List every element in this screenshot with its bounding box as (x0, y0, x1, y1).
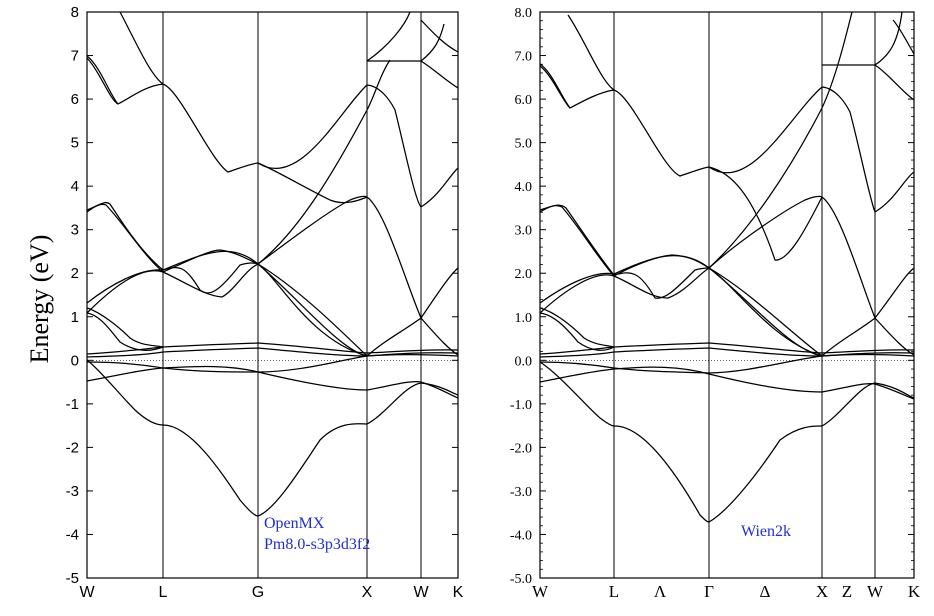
code-annotation: OpenMX (264, 515, 325, 532)
band-line (539, 204, 823, 357)
kpoint-label: W (79, 584, 95, 601)
y-tick-label: -4.0 (510, 528, 532, 543)
kpoint-label: Λ (654, 582, 667, 601)
band-line (86, 203, 259, 298)
y-tick-label: 5 (71, 135, 79, 152)
band-line (539, 65, 915, 213)
kpoint-label: X (362, 584, 373, 601)
plot-frame (86, 11, 459, 579)
band-line (86, 347, 459, 358)
kpoint-label: Z (842, 582, 852, 601)
y-tick-label: 2 (71, 265, 79, 282)
band-line (874, 64, 915, 101)
y-tick-label: -3 (66, 483, 79, 500)
y-tick-label: 8 (71, 4, 79, 21)
y-tick-label: 3.0 (515, 224, 533, 239)
band-line (86, 57, 459, 208)
band-line (539, 361, 915, 523)
band-line (86, 365, 459, 399)
y-tick-label: 1 (71, 309, 79, 326)
band-line (86, 312, 164, 351)
band-line (257, 195, 459, 356)
band-line (892, 19, 915, 55)
code-annotation: Pm8.0-s3p3d3f2 (264, 536, 370, 553)
y-tick-label: 7 (71, 48, 79, 65)
band-line (539, 312, 615, 351)
y-tick-label: 7.0 (515, 50, 533, 65)
band-line (86, 59, 391, 314)
band-line (539, 342, 915, 355)
band-line (708, 195, 915, 356)
y-tick-label: 8.0 (515, 6, 533, 21)
kpoint-label: L (609, 582, 619, 601)
band-line (539, 254, 823, 357)
plot-frame (539, 11, 915, 579)
y-tick-label: -3.0 (510, 485, 532, 500)
y-tick-label: -2 (66, 439, 79, 456)
y-tick-label: 0 (71, 352, 79, 369)
band-line (257, 263, 459, 357)
kpoint-label: K (908, 582, 921, 601)
band-line (86, 353, 459, 373)
band-line (539, 366, 915, 400)
band-line (257, 162, 368, 204)
band-line (86, 307, 164, 348)
y-tick-label: 6 (71, 91, 79, 108)
y-tick-label: 3 (71, 222, 79, 239)
kpoint-label: Γ (704, 582, 714, 601)
kpoint-label: Δ (760, 582, 771, 601)
kpoint-label: W (532, 582, 549, 601)
band-line (539, 63, 571, 109)
band-line (822, 11, 903, 66)
band-line (539, 205, 710, 299)
y-tick-label: -5 (66, 570, 79, 587)
y-tick-label: 0.0 (515, 354, 533, 369)
band-line (539, 307, 615, 348)
y-tick-label: 4.0 (515, 180, 533, 195)
y-tick-label: 6.0 (515, 93, 533, 108)
band-line (366, 11, 411, 62)
y-tick-label: -1.0 (510, 398, 532, 413)
y-tick-label: 4 (71, 178, 79, 195)
band-line (367, 23, 445, 62)
y-tick-label: 2.0 (515, 267, 533, 282)
kpoint-label: X (816, 582, 828, 601)
kpoint-label: L (159, 584, 168, 601)
y-tick-label: 1.0 (515, 311, 533, 326)
y-tick-label: -2.0 (510, 441, 532, 456)
band-line (420, 60, 459, 89)
band-line (708, 166, 823, 261)
wien2k-band-panel: -5.0 -4.0 -3.0 -2.0 -1.0 0.0 1.0 2.0 3.0 4.0 5.0 6.… (510, 6, 921, 601)
band-line (539, 347, 915, 358)
band-line (567, 14, 615, 91)
openmx-band-panel: -5 -4 -3 -2 -1 0 1 2 3 4 5 6 7 8 W L G X W K OpenMX Pm8.0-s3p… (66, 4, 464, 601)
band-line (539, 11, 853, 314)
y-tick-label: -5.0 (510, 572, 532, 587)
kpoint-label: K (453, 584, 464, 601)
y-tick-label: -4 (66, 526, 79, 543)
y-axis-label: Energy (eV) (25, 235, 54, 364)
band-line (539, 353, 915, 374)
kpoint-label: W (867, 582, 884, 601)
band-line (119, 11, 164, 85)
band-line (420, 19, 459, 53)
y-tick-label: 5.0 (515, 137, 533, 152)
kpoint-label: W (413, 584, 429, 601)
band-line (86, 359, 459, 517)
band-line (86, 55, 119, 105)
kpoint-label: G (252, 584, 264, 601)
code-annotation: Wien2k (741, 523, 791, 540)
band-line (708, 267, 915, 357)
band-line (86, 250, 368, 357)
y-tick-label: -1 (66, 396, 79, 413)
band-line (86, 342, 459, 355)
